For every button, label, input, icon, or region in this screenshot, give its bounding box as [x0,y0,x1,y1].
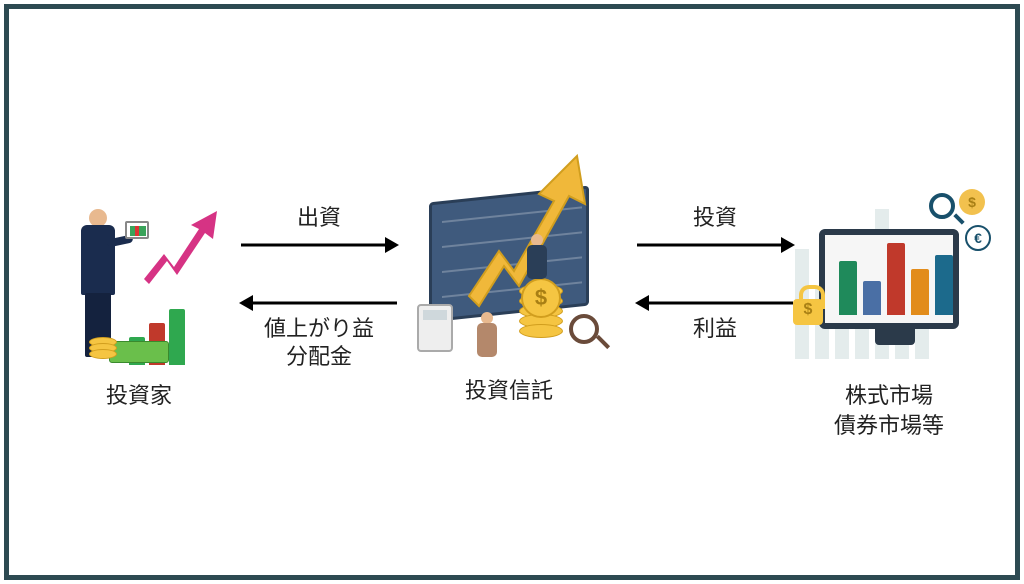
investor-illustration [59,199,219,369]
label-invest: 投資 [693,204,737,233]
label-return-gain: 値上がり益 分配金 [264,315,374,372]
arrow-left-icon [635,291,795,315]
euro-coin-icon: € [965,225,991,251]
node-fund: $ 投資信託 [399,164,619,406]
label-invest-out: 出資 [297,204,341,233]
dollar-coin-icon: $ [959,189,985,215]
magnifier-icon [929,193,955,219]
growth-arrow-icon [139,209,229,289]
monitor-icon [819,229,959,329]
market-illustration: $ € [789,189,989,369]
arrow-right-icon [239,233,399,257]
investor-label: 投資家 [106,381,172,411]
label-profit: 利益 [693,315,737,344]
arrow-left-icon [239,291,399,315]
node-investor: 投資家 [59,199,219,411]
lock-icon [793,299,823,325]
magnifier-icon [569,314,599,344]
person-climbing-icon [527,234,547,280]
person-sitting-icon [477,312,497,358]
calculator-icon [417,304,453,352]
flow-investor-to-fund: 出資 値上がり益 分配金 [239,204,399,372]
flow-fund-to-market: 投資 利益 [635,204,795,343]
market-label: 株式市場 債券市場等 [834,381,944,440]
fund-label: 投資信託 [465,376,553,406]
arrow-right-icon [635,233,795,257]
node-market: $ € 株式市場 債券市場等 [789,189,989,440]
cash-icon [109,341,169,363]
fund-illustration: $ [399,164,619,364]
